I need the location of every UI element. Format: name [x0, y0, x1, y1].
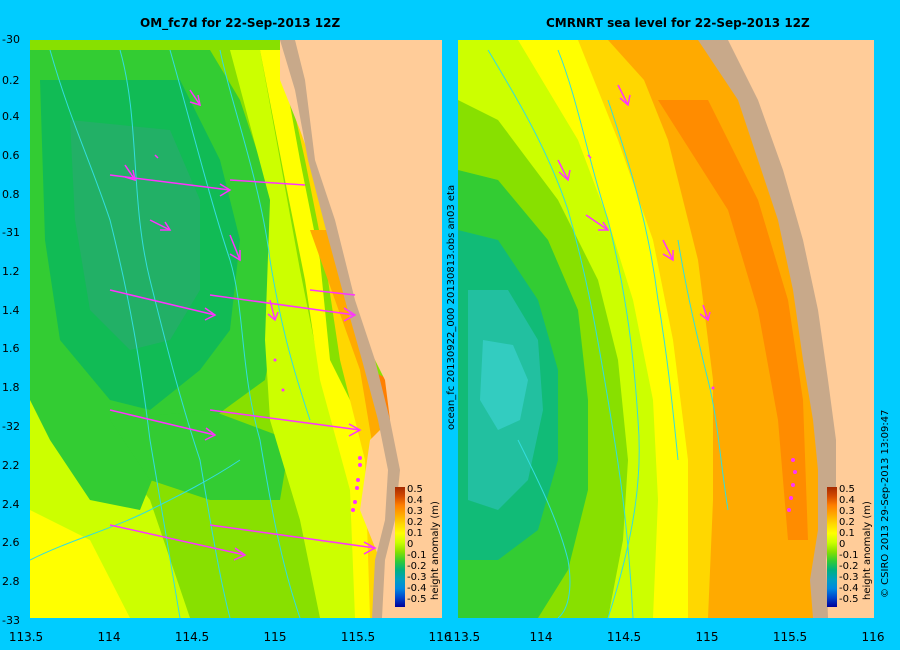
colorbar-tick: -0.3 — [407, 572, 427, 583]
x-tick-label: 115.5 — [772, 630, 808, 644]
x-tick-label: 114 — [529, 630, 553, 644]
y-tick-label: 0.4 — [2, 110, 20, 123]
colorbar-tick: -0.2 — [839, 561, 859, 572]
x-tick-label: 114.5 — [606, 630, 642, 644]
colorbar-tick: 0.3 — [839, 506, 855, 517]
colorbar-tick: -0.1 — [407, 550, 427, 561]
credit-text: © CSIRO 2013 29-Sep-2013 13:09:47 — [880, 409, 891, 598]
y-tick-label: 1.6 — [2, 342, 20, 355]
run-info-text: ocean_fc 20130922_000 20130813.obs an03 … — [446, 184, 457, 430]
x-tick-label: 115 — [263, 630, 287, 644]
colorbar-title: height anomaly (m) — [430, 501, 441, 600]
x-tick-label: 116 — [861, 630, 885, 644]
y-tick-label: 2.4 — [2, 498, 20, 511]
colorbar-tick: -0.2 — [407, 561, 427, 572]
colorbar-tick: 0.2 — [407, 517, 423, 528]
colorbar-tick: 0 — [407, 539, 414, 550]
y-tick-label: 2.8 — [2, 575, 20, 588]
colorbar-tick: -0.5 — [839, 594, 859, 605]
right-map-field — [458, 40, 874, 618]
colorbar-tick: 0.5 — [407, 484, 423, 495]
left-current-vectors — [109, 89, 377, 561]
left-map-field — [30, 40, 442, 618]
colorbar-tick: 0.1 — [839, 528, 855, 539]
colorbar-tick: -0.3 — [839, 572, 859, 583]
y-tick-label: 1.4 — [2, 304, 20, 317]
colorbar-scale — [395, 487, 405, 607]
y-tick-label: 1.8 — [2, 381, 20, 394]
right-map-panel — [458, 40, 874, 618]
left-map-panel — [30, 40, 442, 618]
colorbar-tick: 0.1 — [407, 528, 423, 539]
y-tick-label: -30 — [2, 33, 20, 46]
colorbar-title: height anomaly (m) — [862, 501, 873, 600]
y-tick-label: 2.2 — [2, 459, 20, 472]
x-tick-label: 114.5 — [174, 630, 210, 644]
right-map-title: CMRNRT sea level for 22-Sep-2013 12Z — [546, 16, 810, 30]
y-tick-label: 0.8 — [2, 188, 20, 201]
y-tick-label: -31 — [2, 226, 20, 239]
y-tick-label: 0.6 — [2, 149, 20, 162]
colorbar-tick: -0.1 — [839, 550, 859, 561]
colorbar-tick: 0.3 — [407, 506, 423, 517]
x-tick-label: 113.5 — [8, 630, 44, 644]
left-map-title: OM_fc7d for 22-Sep-2013 12Z — [140, 16, 341, 30]
y-tick-label: 1.2 — [2, 265, 20, 278]
colorbar-tick: -0.4 — [839, 583, 859, 594]
colorbar-tick: 0.5 — [839, 484, 855, 495]
colorbar-tick: 0.2 — [839, 517, 855, 528]
colorbar-tick: 0.4 — [839, 495, 855, 506]
x-tick-label: 115.5 — [340, 630, 376, 644]
y-tick-label: -33 — [2, 614, 20, 627]
x-tick-label: 115 — [695, 630, 719, 644]
colorbar-scale — [827, 487, 837, 607]
y-tick-label: 0.2 — [2, 74, 20, 87]
x-tick-label: 116 — [428, 630, 452, 644]
colorbar-tick: -0.5 — [407, 594, 427, 605]
colorbar-tick: 0 — [839, 539, 846, 550]
x-tick-label: 113.5 — [445, 630, 481, 644]
x-tick-label: 114 — [97, 630, 121, 644]
y-tick-label: -32 — [2, 420, 20, 433]
colorbar-tick: -0.4 — [407, 583, 427, 594]
colorbar-tick: 0.4 — [407, 495, 423, 506]
y-tick-label: 2.6 — [2, 536, 20, 549]
